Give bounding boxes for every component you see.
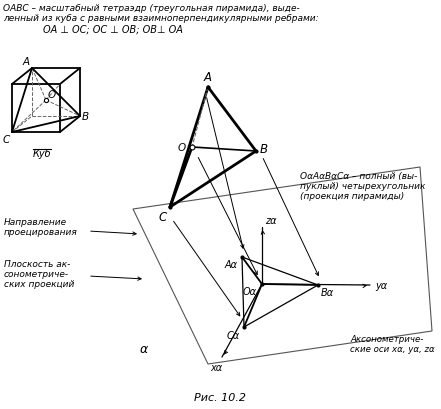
- Text: B: B: [82, 112, 89, 122]
- Text: OαAαBαCα – полный (вы-: OαAαBαCα – полный (вы-: [300, 172, 417, 180]
- Text: проецирования: проецирования: [4, 227, 78, 236]
- Text: Aα: Aα: [225, 259, 238, 270]
- Text: Направление: Направление: [4, 218, 67, 227]
- Text: xα: xα: [210, 362, 222, 372]
- Text: C: C: [3, 135, 10, 145]
- Text: пуклый) четырехугольник: пуклый) четырехугольник: [300, 182, 426, 191]
- Text: B: B: [260, 143, 268, 156]
- Text: A: A: [204, 71, 212, 84]
- Text: O: O: [178, 143, 186, 153]
- Text: yα: yα: [375, 280, 387, 290]
- Text: OABC – масштабный тетраэдр (треугольная пирамида), выде-: OABC – масштабный тетраэдр (треугольная …: [3, 4, 300, 13]
- Text: C: C: [159, 211, 167, 223]
- Text: (проекция пирамиды): (проекция пирамиды): [300, 191, 404, 200]
- Text: ленный из куба с равными взаимноперпендикулярными ребрами:: ленный из куба с равными взаимноперпенди…: [3, 14, 319, 23]
- Text: Oα: Oα: [243, 286, 257, 296]
- Text: Плоскость ак-: Плоскость ак-: [4, 259, 71, 268]
- Text: α: α: [140, 343, 148, 356]
- Text: A: A: [23, 57, 30, 67]
- Text: O: O: [48, 90, 56, 100]
- Text: ские оси xα, yα, zα: ские оси xα, yα, zα: [350, 344, 435, 353]
- Text: Cα: Cα: [227, 330, 240, 340]
- Text: OA ⊥ OC; OC ⊥ OB; OB⊥ OA: OA ⊥ OC; OC ⊥ OB; OB⊥ OA: [43, 25, 183, 35]
- Text: Рис. 10.2: Рис. 10.2: [194, 392, 246, 402]
- Text: ских проекций: ских проекций: [4, 279, 75, 288]
- Text: Куб: Куб: [33, 148, 51, 159]
- Text: сонометриче-: сонометриче-: [4, 270, 69, 278]
- Text: zα: zα: [265, 216, 277, 225]
- Text: Аксонометриче-: Аксонометриче-: [350, 334, 423, 343]
- Text: Bα: Bα: [321, 287, 334, 297]
